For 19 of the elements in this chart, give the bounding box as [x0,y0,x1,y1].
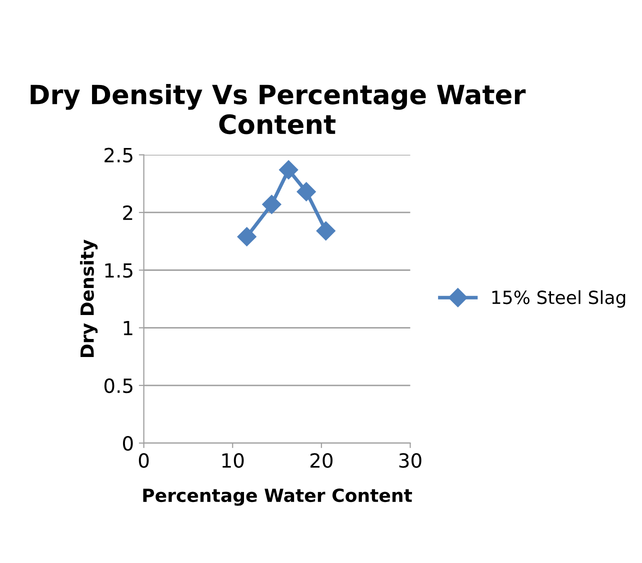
y-tick-label: 0 [122,436,133,451]
x-tick-label: 30 [399,453,422,468]
x-axis-title: Percentage Water Content [143,488,412,506]
y-tick-label: 1.5 [105,263,132,278]
point [296,182,316,202]
x-tick-label: 20 [310,453,333,468]
legend-label: 15% Steel Slag [492,290,626,308]
point [262,194,282,214]
y-tick-label: 2.5 [104,148,132,162]
point [237,227,256,246]
chart-title: Dry Density Vs Percentage Water Content [30,84,526,134]
x-tick-label: 10 [222,453,244,468]
y-axis-title: Dry Density [80,240,98,357]
y-tick-label: 2 [123,205,132,220]
point [316,221,336,240]
point [279,160,298,180]
y-tick-label: 0.5 [104,378,132,394]
y-tick-label: 1 [124,320,132,336]
x-tick-label: 0 [138,453,149,468]
